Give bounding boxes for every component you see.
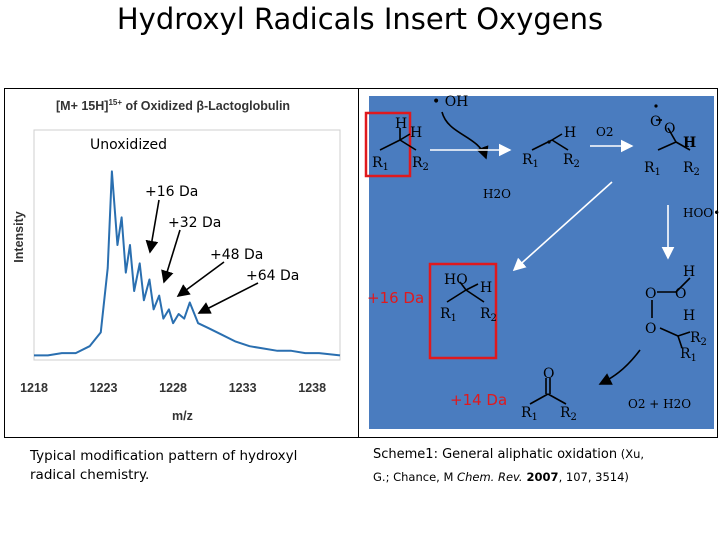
o2-label: O2	[596, 125, 613, 139]
annotation-plus64: +64 Da	[246, 268, 300, 284]
chart-title: [M+ 15H]15+ of Oxidized β-Lactoglobulin	[56, 98, 290, 113]
caption-ref-b: G.; Chance, M	[373, 470, 458, 484]
svg-text:H: H	[683, 264, 695, 280]
x-axis-label: m/z	[172, 409, 193, 423]
arrow-oh-attack	[441, 111, 489, 160]
caption-ref-tail: , 107, 3514)	[558, 470, 629, 484]
highlight-box-alcohol	[428, 262, 498, 360]
svg-text:H: H	[683, 135, 696, 151]
svg-text:HO: HO	[444, 272, 468, 288]
spectrum-plot-area	[33, 129, 341, 361]
scheme-background	[369, 96, 714, 429]
chart-title-suffix: of Oxidized β-Lactoglobulin	[122, 99, 291, 114]
x-tick-label: 1238	[298, 381, 327, 395]
x-tick-label: 1223	[89, 381, 118, 395]
arrow-plus32	[161, 229, 181, 284]
scheme-mass-shift-plus16: +16 Da	[367, 289, 425, 307]
highlight-box-start	[364, 111, 412, 178]
svg-text:H: H	[410, 125, 422, 141]
caption-ref-year: 2007	[522, 470, 559, 484]
o2-h2o-label: O2 + H2O	[628, 397, 691, 411]
arrow-plus16	[145, 199, 160, 254]
structure-peroxyl	[656, 119, 691, 151]
structure-alcohol	[446, 281, 485, 303]
svg-text:O: O	[543, 366, 554, 382]
hoo-label: HOO•	[683, 206, 720, 220]
svg-text:O: O	[675, 286, 686, 302]
oh-radical-label: • OH	[432, 94, 468, 110]
arrow-to-alcohol	[512, 181, 613, 272]
structure-ketone	[529, 378, 567, 405]
caption-scheme: Scheme1: General aliphatic oxidation (Xu…	[373, 443, 713, 489]
svg-text:O: O	[650, 114, 661, 130]
slide-title: Hydroxyl Radicals Insert Oxygens	[116, 2, 604, 36]
annotation-plus32: +32 Da	[168, 215, 222, 231]
caption-ref-a: (Xu,	[617, 447, 645, 461]
caption-ref-journal: Chem. Rev.	[457, 470, 523, 484]
spectrum-panel	[4, 88, 360, 438]
arrow-plus64	[197, 282, 259, 314]
structure-tetroxide	[651, 277, 691, 349]
annotation-plus48: +48 Da	[210, 247, 264, 263]
svg-text:O: O	[645, 286, 656, 302]
chart-title-charge: 15+	[108, 98, 123, 107]
scheme-mass-shift-plus14: +14 Da	[450, 391, 508, 409]
arrow-to-ketone	[598, 349, 641, 385]
plot-frame	[33, 129, 341, 361]
annotation-unoxidized: Unoxidized	[90, 137, 168, 153]
spectrum-line-0	[34, 170, 341, 357]
svg-text:H: H	[395, 116, 407, 132]
x-tick-label: 1218	[20, 381, 48, 395]
svg-text:O: O	[645, 321, 656, 337]
h2o-label: H2O	[483, 187, 511, 201]
caption-scheme-main: Scheme1: General aliphatic oxidation	[373, 447, 618, 462]
svg-text:H: H	[480, 280, 492, 296]
x-tick-label: 1228	[159, 381, 187, 395]
svg-text:H: H	[683, 308, 695, 324]
arrow-plus48	[176, 261, 225, 297]
x-tick-label: 1233	[228, 381, 257, 395]
caption-spectrum: Typical modification pattern of hydroxyl…	[30, 448, 298, 483]
annotation-plus16: +16 Da	[145, 184, 199, 200]
svg-text:O: O	[664, 121, 675, 137]
chart-title-main: [M+ 15H]	[56, 99, 109, 114]
structure-alkane	[379, 128, 417, 151]
svg-text:H: H	[564, 125, 576, 141]
